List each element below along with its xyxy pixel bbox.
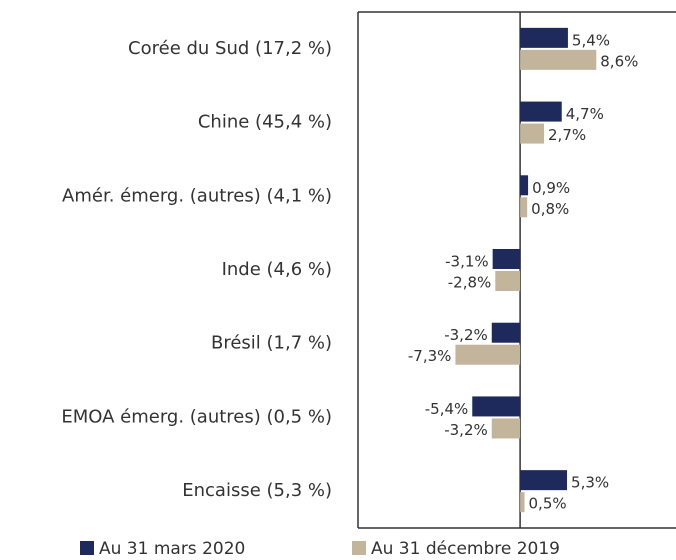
value-label: 0,8% [531, 200, 569, 218]
category-label: Chine (45,4 %) [198, 112, 332, 133]
bar [520, 470, 568, 491]
value-label: 4,7% [566, 105, 604, 123]
value-label: -7,3% [408, 347, 452, 365]
bar [495, 271, 521, 291]
value-label: -3,1% [445, 253, 489, 271]
value-label: 5,4% [572, 31, 610, 49]
bar [492, 249, 521, 269]
bar [472, 396, 521, 417]
bar [520, 492, 525, 513]
value-label: 8,6% [600, 52, 638, 70]
value-label: -3,2% [444, 326, 488, 344]
category-label: Inde (4,6 %) [222, 259, 332, 280]
bar [520, 197, 528, 218]
bar [520, 49, 597, 70]
bar [491, 322, 521, 343]
bar [520, 175, 529, 196]
legend-label: Au 31 décembre 2019 [371, 539, 560, 559]
value-label: 5,3% [571, 474, 609, 492]
legend-swatch [80, 541, 94, 555]
value-label: 2,7% [548, 126, 586, 144]
value-label: -3,2% [444, 421, 488, 439]
category-label: Encaisse (5,3 %) [182, 480, 332, 501]
value-label: -5,4% [425, 400, 469, 418]
value-label: 0,9% [532, 179, 570, 197]
bar [520, 101, 562, 122]
category-label: Amér. émerg. (autres) (4,1 %) [62, 185, 332, 206]
value-label: -2,8% [448, 274, 492, 292]
legend-label: Au 31 mars 2020 [99, 539, 245, 559]
bar [455, 344, 521, 365]
legend-swatch [352, 541, 366, 555]
bar [520, 123, 545, 144]
category-label: Corée du Sud (17,2 %) [128, 38, 332, 59]
bar [491, 418, 521, 439]
bar [520, 27, 568, 48]
value-label: 0,5% [529, 495, 567, 513]
category-label: EMOA émerg. (autres) (0,5 %) [61, 406, 332, 427]
category-label: Brésil (1,7 %) [211, 333, 332, 354]
